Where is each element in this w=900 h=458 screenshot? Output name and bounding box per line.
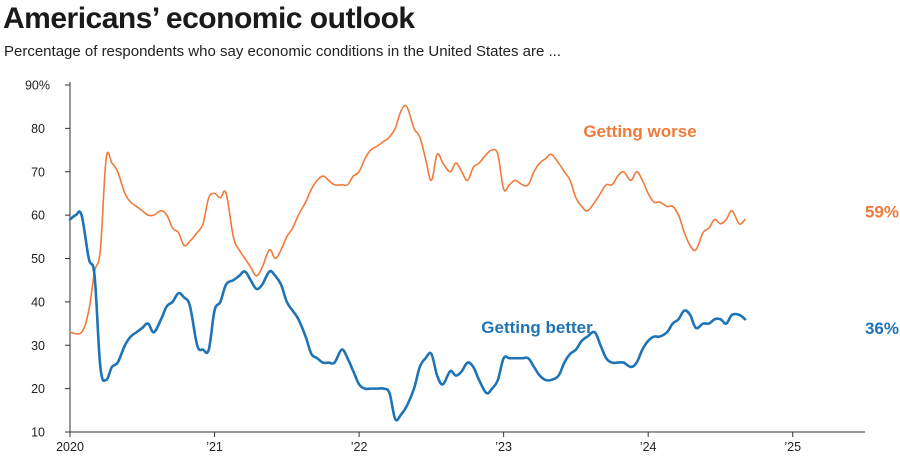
x-tick-label: ’24 (640, 440, 657, 454)
y-tick-label: 10 (31, 426, 45, 440)
y-tick-label: 70 (31, 165, 45, 179)
chart-title: Americans’ economic outlook (3, 2, 415, 35)
y-tick-label: 80 (31, 122, 45, 136)
x-tick-label: ’23 (495, 440, 512, 454)
series-label-getting-worse: Getting worse (583, 122, 696, 141)
y-tick-label: 20 (31, 382, 45, 396)
chart-subtitle: Percentage of respondents who say econom… (4, 43, 561, 60)
x-tick-label: ’21 (206, 440, 223, 454)
x-tick-label: ’25 (784, 440, 801, 454)
y-tick-label: 60 (31, 209, 45, 223)
x-tick-label: 2020 (56, 440, 84, 454)
end-value-getting-worse: 59% (865, 202, 899, 221)
y-tick-label: 90% (25, 79, 50, 93)
x-tick-label: ’22 (351, 440, 368, 454)
series-label-getting-better: Getting better (481, 318, 593, 337)
y-tick-label: 50 (31, 252, 45, 266)
x-axis: 2020 ’21 ’22 ’23 ’24 ’25 (56, 431, 865, 454)
y-tick-label: 30 (31, 339, 45, 353)
y-axis: 90% 80 70 60 50 40 30 20 10 (25, 79, 71, 440)
label-layer: Getting worse 59% Getting better 36% (481, 122, 899, 338)
series-line-getting-worse (69, 104, 746, 335)
end-value-getting-better: 36% (865, 319, 899, 338)
series-line-getting-better (68, 210, 747, 422)
series-layer (68, 104, 747, 422)
y-tick-label: 40 (31, 295, 45, 309)
